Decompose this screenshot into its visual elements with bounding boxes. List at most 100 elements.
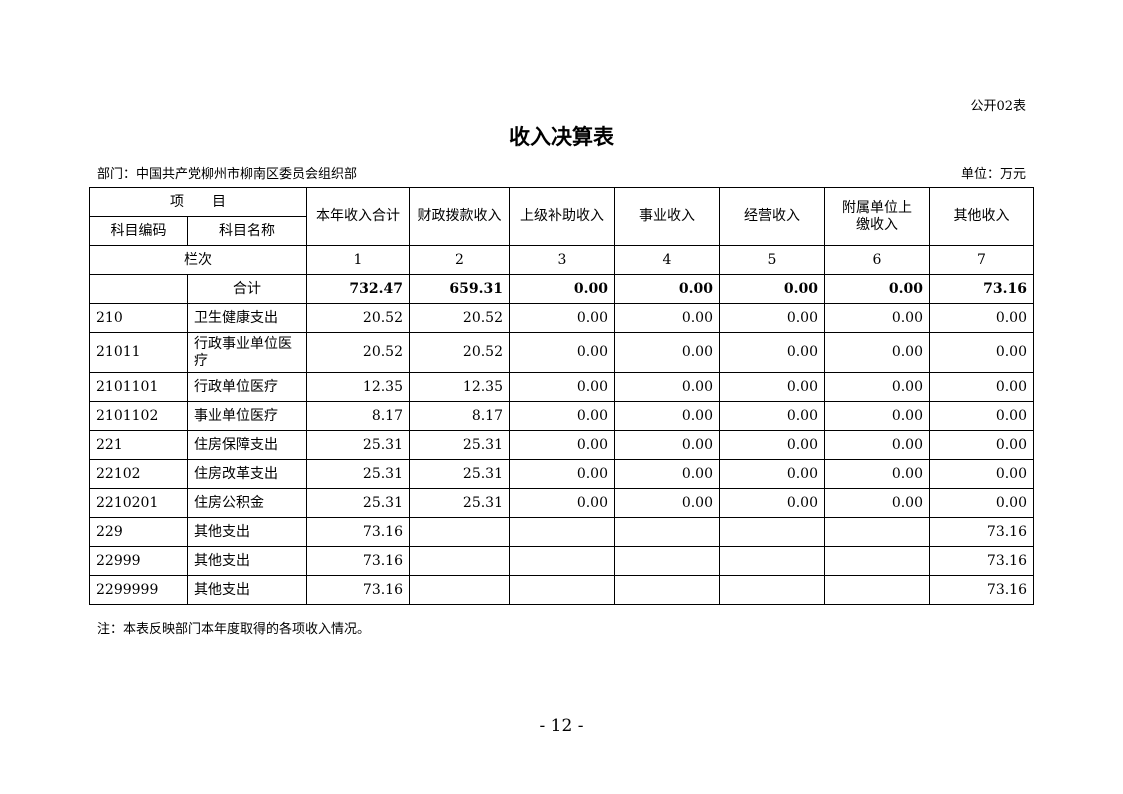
subject-code: 229	[89, 517, 188, 547]
row-index-cell: 2	[409, 245, 510, 275]
amount-cell: 0.00	[824, 401, 930, 431]
subject-code: 210	[89, 303, 188, 333]
subject-name: 其他支出	[187, 575, 307, 605]
amount-cell: 0.00	[824, 303, 930, 333]
row-index-cell: 5	[719, 245, 825, 275]
amount-cell	[509, 517, 615, 547]
amount-cell	[614, 575, 720, 605]
amount-cell: 0.00	[614, 372, 720, 402]
amount-cell: 0.00	[509, 430, 615, 460]
page-number: - 12 -	[539, 716, 584, 736]
amount-cell: 0.00	[509, 303, 615, 333]
row-index-cell: 7	[929, 245, 1034, 275]
amount-cell: 0.00	[614, 488, 720, 518]
amount-cell: 0.00	[929, 488, 1034, 518]
table-row: 221 住房保障支出 25.31 25.31 0.00 0.00 0.00 0.00 0.00	[89, 430, 1034, 460]
subject-code: 2299999	[89, 575, 188, 605]
header-col-3: 上级补助收入	[509, 187, 615, 246]
row-index-cell: 3	[509, 245, 615, 275]
amount-cell: 0.00	[719, 303, 825, 333]
amount-cell	[614, 517, 720, 547]
amount-cell: 0.00	[509, 401, 615, 431]
amount-cell: 0.00	[929, 372, 1034, 402]
subject-name: 住房保障支出	[187, 430, 307, 460]
header-col-6: 附属单位上缴收入	[824, 187, 930, 246]
page-title: 收入决算表	[509, 124, 614, 149]
total-value: 0.00	[614, 274, 720, 304]
amount-cell: 0.00	[614, 401, 720, 431]
header-col-2: 财政拨款收入	[409, 187, 510, 246]
amount-cell	[719, 546, 825, 576]
header-col-4: 事业收入	[614, 187, 720, 246]
table-note: 注：本表反映部门本年度取得的各项收入情况。	[97, 622, 371, 637]
amount-cell: 73.16	[306, 575, 410, 605]
amount-cell: 0.00	[509, 488, 615, 518]
amount-cell: 25.31	[306, 430, 410, 460]
amount-cell	[509, 546, 615, 576]
amount-cell: 8.17	[409, 401, 510, 431]
row-index-cell: 6	[824, 245, 930, 275]
table-row: 22999 其他支出 73.16 73.16	[89, 546, 1034, 576]
amount-cell: 12.35	[409, 372, 510, 402]
subject-name: 其他支出	[187, 517, 307, 547]
amount-cell	[614, 546, 720, 576]
subject-name: 事业单位医疗	[187, 401, 307, 431]
subject-code: 221	[89, 430, 188, 460]
amount-cell: 25.31	[409, 488, 510, 518]
amount-cell	[509, 575, 615, 605]
header-code: 科目编码	[89, 216, 188, 246]
subject-name: 行政事业单位医疗	[187, 332, 307, 373]
subject-code: 21011	[89, 332, 188, 373]
amount-cell	[824, 517, 930, 547]
subject-code: 22102	[89, 459, 188, 489]
amount-cell: 0.00	[929, 459, 1034, 489]
amount-cell: 0.00	[614, 430, 720, 460]
row-index-label: 栏次	[89, 245, 307, 275]
amount-cell	[409, 575, 510, 605]
amount-cell: 0.00	[614, 303, 720, 333]
amount-cell: 73.16	[929, 546, 1034, 576]
header-name: 科目名称	[187, 216, 307, 246]
amount-cell: 73.16	[929, 575, 1034, 605]
total-value: 0.00	[509, 274, 615, 304]
amount-cell: 0.00	[824, 459, 930, 489]
total-label: 合计	[187, 274, 307, 304]
amount-cell: 0.00	[824, 332, 930, 373]
header-col-1: 本年收入合计	[306, 187, 410, 246]
table-row: 2299999 其他支出 73.16 73.16	[89, 575, 1034, 605]
amount-cell	[824, 546, 930, 576]
total-value: 0.00	[719, 274, 825, 304]
amount-cell	[719, 517, 825, 547]
subject-name: 行政单位医疗	[187, 372, 307, 402]
amount-cell: 20.52	[306, 303, 410, 333]
amount-cell: 73.16	[929, 517, 1034, 547]
amount-cell: 0.00	[719, 372, 825, 402]
amount-cell: 0.00	[509, 459, 615, 489]
amount-cell: 25.31	[306, 459, 410, 489]
amount-cell: 12.35	[306, 372, 410, 402]
subject-name: 住房公积金	[187, 488, 307, 518]
amount-cell	[824, 575, 930, 605]
amount-cell: 20.52	[409, 332, 510, 373]
amount-cell: 8.17	[306, 401, 410, 431]
amount-cell: 0.00	[509, 332, 615, 373]
income-table: 项 目 本年收入合计 财政拨款收入 上级补助收入 事业收入 经营收入 附属单位上…	[89, 187, 1034, 605]
subject-code: 2101101	[89, 372, 188, 402]
table-row: 2101102 事业单位医疗 8.17 8.17 0.00 0.00 0.00 0.00 0.0…	[89, 401, 1034, 431]
amount-cell: 0.00	[824, 372, 930, 402]
amount-cell: 0.00	[929, 401, 1034, 431]
amount-cell: 20.52	[306, 332, 410, 373]
total-code	[89, 274, 188, 304]
subject-name: 其他支出	[187, 546, 307, 576]
amount-cell: 0.00	[719, 332, 825, 373]
amount-cell: 0.00	[929, 303, 1034, 333]
amount-cell	[719, 575, 825, 605]
amount-cell: 20.52	[409, 303, 510, 333]
table-row: 22102 住房改革支出 25.31 25.31 0.00 0.00 0.00 0.00 0.0…	[89, 459, 1034, 489]
amount-cell	[409, 546, 510, 576]
amount-cell: 0.00	[719, 401, 825, 431]
amount-cell: 25.31	[306, 488, 410, 518]
amount-cell: 0.00	[719, 488, 825, 518]
form-number: 公开02表	[970, 99, 1026, 114]
